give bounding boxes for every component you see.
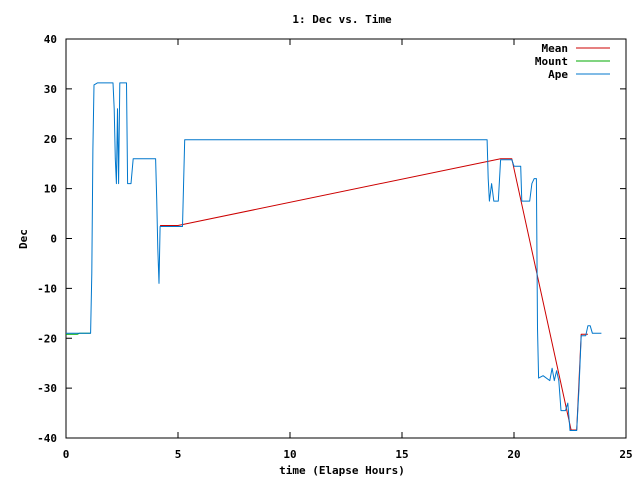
series-line-ape: [66, 82, 602, 431]
y-tick-label: 40: [44, 33, 57, 46]
y-tick-label: -10: [37, 282, 57, 295]
y-tick-label: 10: [44, 183, 57, 196]
y-tick-label: -40: [37, 432, 57, 445]
y-tick-label: -30: [37, 382, 57, 395]
x-tick-label: 20: [507, 448, 520, 461]
plot-frame: [65, 38, 627, 439]
series-lines: [66, 82, 602, 431]
legend-label-mount: Mount: [535, 55, 568, 68]
x-tick-label: 15: [395, 448, 408, 461]
axis-ticks: 0 5 10 15 20 25 -40 -30 -20 -10 0 10 20 30 40: [37, 33, 633, 461]
legend-label-ape: Ape: [548, 68, 568, 81]
y-tick-label: -20: [37, 332, 57, 345]
x-tick-label: 5: [175, 448, 182, 461]
y-axis-label: Dec: [17, 229, 30, 249]
y-tick-label: 30: [44, 83, 57, 96]
y-tick-label: 0: [50, 233, 57, 246]
series-line-mean: [160, 158, 588, 431]
y-tick-label: 20: [44, 133, 57, 146]
x-axis-label: time (Elapse Hours): [279, 464, 405, 477]
x-tick-label: 0: [63, 448, 70, 461]
x-tick-label: 10: [283, 448, 296, 461]
legend-label-mean: Mean: [542, 42, 569, 55]
chart-title: 1: Dec vs. Time: [292, 13, 392, 26]
x-tick-label: 25: [619, 448, 632, 461]
